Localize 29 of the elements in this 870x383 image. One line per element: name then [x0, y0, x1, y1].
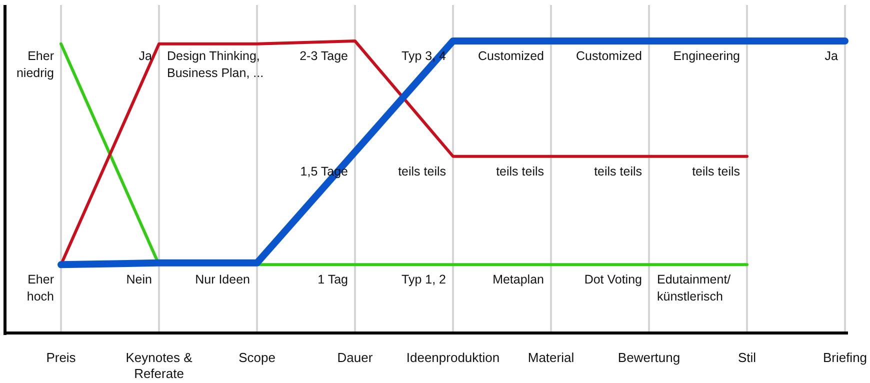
annotation: Typ 1, 2	[402, 272, 446, 287]
x-tick-label: Dauer	[337, 350, 374, 365]
x-tick-label: Ideenproduktion	[406, 350, 500, 365]
x-tick-label: Scope	[238, 350, 276, 365]
annotation: Edutainment/ künstlerisch	[657, 272, 732, 304]
x-tick-label: Briefing	[822, 350, 868, 365]
x-tick-label: Keynotes & Referate	[126, 350, 193, 381]
annotation: Nein	[126, 272, 152, 287]
annotation: Engineering	[673, 49, 740, 63]
annotation: Metaplan	[492, 272, 544, 287]
annotation: Eher hoch	[26, 272, 54, 304]
annotation: Eher niedrig	[16, 49, 54, 80]
annotation: Customized	[576, 49, 642, 63]
annotation: teils teils	[594, 164, 642, 178]
x-tick-label: Stil	[738, 350, 756, 365]
x-tick-label: Preis	[46, 350, 76, 365]
annotation: Design Thinking, Business Plan, ...	[167, 49, 264, 80]
annotation: Ja	[138, 49, 152, 63]
annotation: Dot Voting	[584, 272, 642, 287]
x-tick-label: Material	[528, 350, 574, 365]
annotation: teils teils	[496, 164, 544, 178]
annotation: Ja	[824, 49, 838, 63]
annotation: teils teils	[692, 164, 740, 178]
annotation: Nur Ideen	[195, 272, 250, 287]
x-tick-label: Bewertung	[618, 350, 680, 365]
annotation: teils teils	[398, 164, 446, 178]
annotation: 2-3 Tage	[300, 49, 348, 63]
annotation: 1 Tag	[318, 272, 348, 287]
annotation: Customized	[478, 49, 544, 63]
